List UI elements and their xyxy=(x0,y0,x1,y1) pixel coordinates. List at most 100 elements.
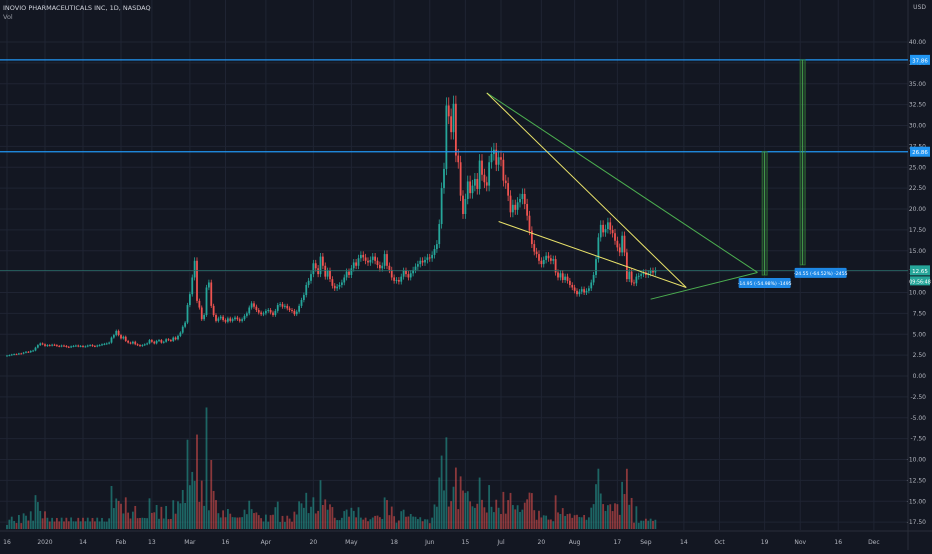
candle-body xyxy=(224,320,227,322)
volume-bar xyxy=(288,518,291,529)
candle-body xyxy=(618,247,621,253)
volume-bar xyxy=(120,503,122,529)
volume-bar xyxy=(431,517,434,529)
volume-bar xyxy=(419,517,422,529)
candle-body xyxy=(317,268,320,275)
candle-body xyxy=(22,352,25,354)
volume-bar xyxy=(101,517,103,529)
candle-body xyxy=(590,282,593,289)
volume-bar xyxy=(20,523,23,529)
x-tick-label: Oct xyxy=(714,539,725,546)
volume-bar xyxy=(369,519,372,529)
volume-bar xyxy=(578,517,581,529)
candle-body xyxy=(640,274,643,276)
candle-body xyxy=(469,181,472,194)
volume-bar xyxy=(580,517,583,529)
volume-bar xyxy=(566,514,569,529)
candle-body xyxy=(217,318,220,321)
candle-body xyxy=(236,317,239,320)
candle-body xyxy=(426,257,429,260)
candle-body xyxy=(352,262,355,269)
volume-bar xyxy=(549,519,552,529)
volume-bar xyxy=(390,506,393,529)
volume-bar xyxy=(609,504,612,529)
candle-body xyxy=(312,263,315,275)
candle-body xyxy=(542,259,545,265)
volume-bar xyxy=(383,497,386,529)
range-label-box xyxy=(794,267,847,278)
volume-bar xyxy=(15,523,18,529)
volume-bar xyxy=(84,521,87,529)
volume-bar xyxy=(91,517,94,529)
volume-bar xyxy=(205,407,208,529)
x-tick-label: 14 xyxy=(79,539,87,546)
volume-bar xyxy=(374,515,377,529)
volume-bar xyxy=(167,519,170,529)
volume-bar xyxy=(70,517,73,529)
candle-body xyxy=(386,254,388,266)
candle-body xyxy=(497,157,500,165)
y-tick-label: 32.50 xyxy=(909,102,926,109)
volume-bar xyxy=(217,513,220,529)
volume-bar xyxy=(476,503,479,529)
candle-body xyxy=(134,341,137,345)
volume-bar xyxy=(516,505,519,529)
volume-bar xyxy=(514,509,517,529)
volume-bar xyxy=(39,510,42,529)
candle-body xyxy=(36,345,39,348)
candle-body xyxy=(65,345,68,347)
candle-body xyxy=(231,319,234,321)
candle-body xyxy=(226,318,229,322)
countdown-tag xyxy=(910,276,930,286)
candle-body xyxy=(511,204,514,213)
y-tick-label: -17.50 xyxy=(907,519,927,526)
x-tick-label: 13 xyxy=(148,539,156,546)
volume-bar xyxy=(618,514,621,529)
x-tick-label: 18 xyxy=(390,539,398,546)
volume-bar xyxy=(621,481,624,529)
candle-body xyxy=(568,280,571,285)
candle-body xyxy=(44,344,46,346)
candle-body xyxy=(530,230,533,245)
candle-body xyxy=(215,315,217,321)
candle-body xyxy=(390,269,393,278)
candle-body xyxy=(46,345,49,347)
candle-body xyxy=(488,162,491,186)
candle-body xyxy=(293,310,296,315)
volume-bar xyxy=(604,510,607,529)
candle-body xyxy=(450,116,453,133)
candle-body xyxy=(283,305,286,307)
volume-bar xyxy=(286,515,289,529)
volume-bar xyxy=(576,514,578,529)
candle-body xyxy=(545,255,548,260)
candle-body xyxy=(580,289,583,292)
candle-body xyxy=(181,326,184,333)
volume-bar xyxy=(450,501,453,529)
y-tick-label: 30.00 xyxy=(909,123,926,130)
price-tag-label: 12.65 xyxy=(912,269,928,275)
volume-bar xyxy=(238,517,241,529)
volume-bar xyxy=(568,513,571,529)
volume-bar xyxy=(640,520,643,529)
candle-body xyxy=(383,254,386,266)
volume-bar xyxy=(65,517,68,529)
candle-body xyxy=(286,305,289,309)
volume-bar xyxy=(89,521,92,529)
volume-bar xyxy=(257,515,260,529)
volume-bar xyxy=(464,492,467,529)
volume-bar xyxy=(521,509,524,529)
x-tick-label: Aug xyxy=(569,539,581,546)
candle-body xyxy=(609,222,612,230)
candle-body xyxy=(25,351,27,353)
candle-body xyxy=(571,284,574,288)
x-tick-label: 20 xyxy=(538,539,546,546)
volume-bar xyxy=(310,506,312,529)
candle-body xyxy=(642,272,645,275)
candle-body xyxy=(274,310,277,316)
volume-bar xyxy=(148,498,151,529)
volume-bar xyxy=(158,518,160,529)
candle-body xyxy=(329,270,331,280)
candle-body xyxy=(272,312,274,316)
candle-body xyxy=(654,270,657,273)
